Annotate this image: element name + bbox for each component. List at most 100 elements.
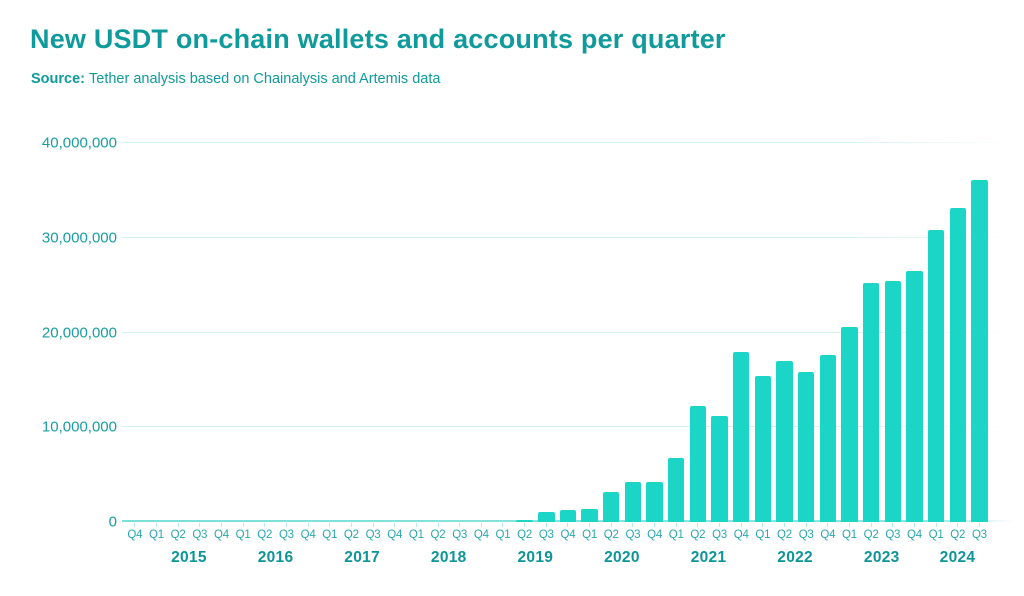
bar-2021-Q4	[732, 352, 750, 522]
axis-tick	[913, 523, 915, 527]
tick-slot	[492, 523, 514, 527]
axis-tick	[242, 523, 244, 527]
quarter-label-2019-Q2: Q2	[517, 529, 533, 541]
bar-slot	[665, 143, 687, 522]
quarter-label-2018-Q4: Q4	[473, 529, 489, 541]
tick-slot	[839, 523, 861, 527]
quarter-label-2019-Q1: Q1	[495, 529, 511, 541]
bar-2022-Q1	[754, 376, 772, 522]
quarter-label-2021-Q3: Q3	[712, 529, 728, 541]
bar-slot	[947, 143, 969, 522]
bar-2022-Q2	[776, 360, 793, 522]
y-axis-tick-label: 40,000,000	[41, 134, 117, 152]
axis-tick	[805, 523, 807, 527]
axis-tick	[870, 523, 872, 527]
bar-2021-Q3	[711, 415, 728, 522]
axis-tick	[632, 523, 634, 527]
year-label-2021: 2021	[690, 549, 727, 566]
year-label-2023: 2023	[863, 549, 900, 566]
bar-slot	[146, 143, 168, 522]
axis-tick	[978, 523, 980, 527]
gridline	[122, 142, 1014, 143]
quarter-label-2024-Q3: Q3	[971, 529, 987, 541]
axis-tick	[827, 523, 829, 527]
quarter-label-2019-Q3: Q3	[538, 529, 554, 541]
quarter-label-2021-Q2: Q2	[690, 529, 706, 541]
bar-2019-Q3	[538, 511, 555, 522]
quarter-label-2020-Q3: Q3	[625, 529, 641, 541]
quarter-label-2016-Q2: Q2	[257, 529, 273, 541]
axis-tick	[524, 523, 526, 527]
bar-slot	[341, 143, 363, 522]
axis-tick	[675, 523, 677, 527]
bar-slot	[384, 143, 406, 522]
axis-tick	[134, 523, 136, 527]
tick-slot	[752, 523, 774, 527]
bar-slot	[557, 143, 579, 522]
axis-tick	[415, 523, 417, 527]
quarter-label-2024-Q2: Q2	[950, 529, 966, 541]
year-label-2019: 2019	[517, 549, 554, 566]
bar-slot	[232, 143, 254, 522]
quarter-label-2020-Q2: Q2	[603, 529, 619, 541]
bar-2020-Q3	[624, 482, 642, 522]
tick-slot	[167, 523, 189, 527]
quarter-label-2021-Q4: Q4	[733, 529, 749, 541]
tick-slot	[232, 523, 254, 527]
tick-slot	[774, 523, 796, 527]
quarter-label-2018-Q1: Q1	[408, 529, 424, 541]
tick-slot	[254, 523, 276, 527]
axis-tick	[567, 523, 569, 527]
source-label: Source:	[31, 71, 85, 87]
bar-slot	[925, 143, 947, 522]
y-axis-tick-label: 0	[108, 513, 117, 531]
bar-2022-Q3	[797, 372, 815, 522]
bar-slot	[514, 143, 536, 522]
axis-tick	[372, 523, 374, 527]
tick-slot	[319, 523, 341, 527]
quarter-label-2016-Q1: Q1	[235, 529, 251, 541]
gridline	[122, 236, 1014, 238]
source-text: Tether analysis based on Chainalysis and…	[89, 71, 441, 87]
axis-tick	[220, 523, 222, 527]
tick-slot	[427, 523, 449, 527]
axis-tick	[589, 523, 591, 527]
bar-slot	[882, 143, 904, 522]
tick-slot	[146, 523, 168, 527]
quarter-label-2021-Q1: Q1	[668, 529, 684, 541]
tick-slot	[211, 523, 233, 527]
bar-slot	[492, 143, 514, 522]
quarter-label-2022-Q1: Q1	[755, 529, 771, 541]
quarter-label-2016-Q4: Q4	[300, 529, 316, 541]
bar-slot	[969, 143, 991, 522]
quarter-label-2017-Q3: Q3	[365, 529, 381, 541]
plot-area: 0 10,000,000 20,000,000 30,000,000 40,000,00…	[42, 135, 1014, 566]
tick-slot	[341, 523, 363, 527]
x-axis-ticks	[124, 523, 990, 527]
x-axis-year-labels: 2015 2016 2017 2018 2019 2020 2021 2022 2023 2024	[124, 549, 990, 569]
tick-slot	[600, 523, 622, 527]
axis-tick	[177, 523, 179, 527]
axis-tick	[264, 523, 266, 527]
axis-tick	[350, 523, 352, 527]
axis-tick	[199, 523, 201, 527]
bar-2024-Q3	[971, 179, 988, 522]
bar-slot	[687, 143, 709, 522]
tick-slot	[579, 523, 601, 527]
tick-slot	[124, 523, 146, 527]
axis-tick	[437, 523, 439, 527]
bar-slot	[600, 143, 622, 522]
quarter-label-2014-Q4: Q4	[127, 529, 143, 541]
tick-slot	[297, 523, 319, 527]
tick-slot	[189, 523, 211, 527]
quarter-label-2018-Q3: Q3	[452, 529, 468, 541]
bar-2021-Q1	[668, 457, 685, 522]
axis-tick	[892, 523, 894, 527]
quarter-label-2017-Q2: Q2	[343, 529, 359, 541]
axis-tick	[957, 523, 959, 527]
y-axis-tick-label: 10,000,000	[41, 418, 117, 436]
axis-tick	[394, 523, 396, 527]
gridline	[122, 331, 1014, 333]
bar-2023-Q2	[862, 283, 880, 522]
bar-2022-Q4	[819, 355, 837, 522]
